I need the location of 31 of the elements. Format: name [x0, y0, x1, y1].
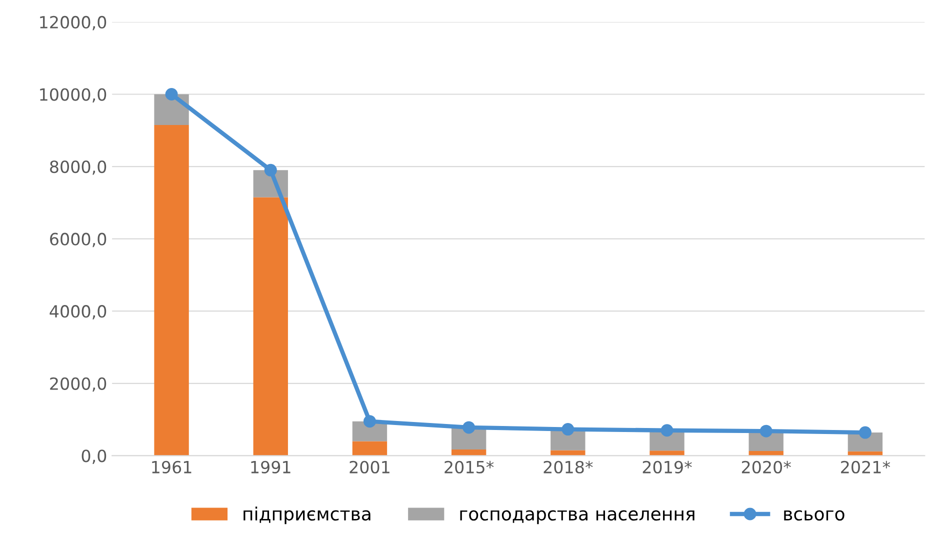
bar [154, 124, 189, 456]
x-tick-label: 2020* [742, 460, 791, 474]
point [363, 415, 376, 428]
point [264, 164, 277, 176]
point [165, 88, 178, 100]
bar [352, 441, 388, 456]
bar [650, 450, 684, 456]
x-tick-label: 2001 [350, 460, 390, 474]
y-tick-label: 4000,0 [50, 305, 106, 320]
legend-label: господарства населення [460, 510, 694, 524]
x-tick-label: 2019* [642, 460, 692, 474]
legend-label: всього [784, 510, 844, 521]
point [760, 424, 772, 438]
bar [253, 197, 288, 456]
y-tick-label: 0,0 [82, 450, 106, 464]
y-tick-label: 10000,0 [40, 88, 106, 103]
y-tick-label: 12000,0 [40, 16, 106, 30]
y-tick-label: 8000,0 [50, 160, 106, 175]
legend-label: підприємства [244, 506, 370, 524]
point [660, 424, 674, 437]
x-tick-label: 2018* [544, 460, 593, 474]
x-tick-label: 2021* [841, 460, 890, 474]
x-tick-label: 1961 [152, 460, 192, 474]
point [462, 421, 476, 434]
point [562, 423, 574, 436]
y-tick-label: 6000,0 [50, 232, 106, 248]
x-tick-label: 1991 [251, 460, 290, 474]
y-tick-label: 2000,0 [50, 377, 106, 392]
point [858, 426, 872, 439]
x-tick-label: 2015* [444, 460, 494, 474]
bar [550, 450, 586, 456]
